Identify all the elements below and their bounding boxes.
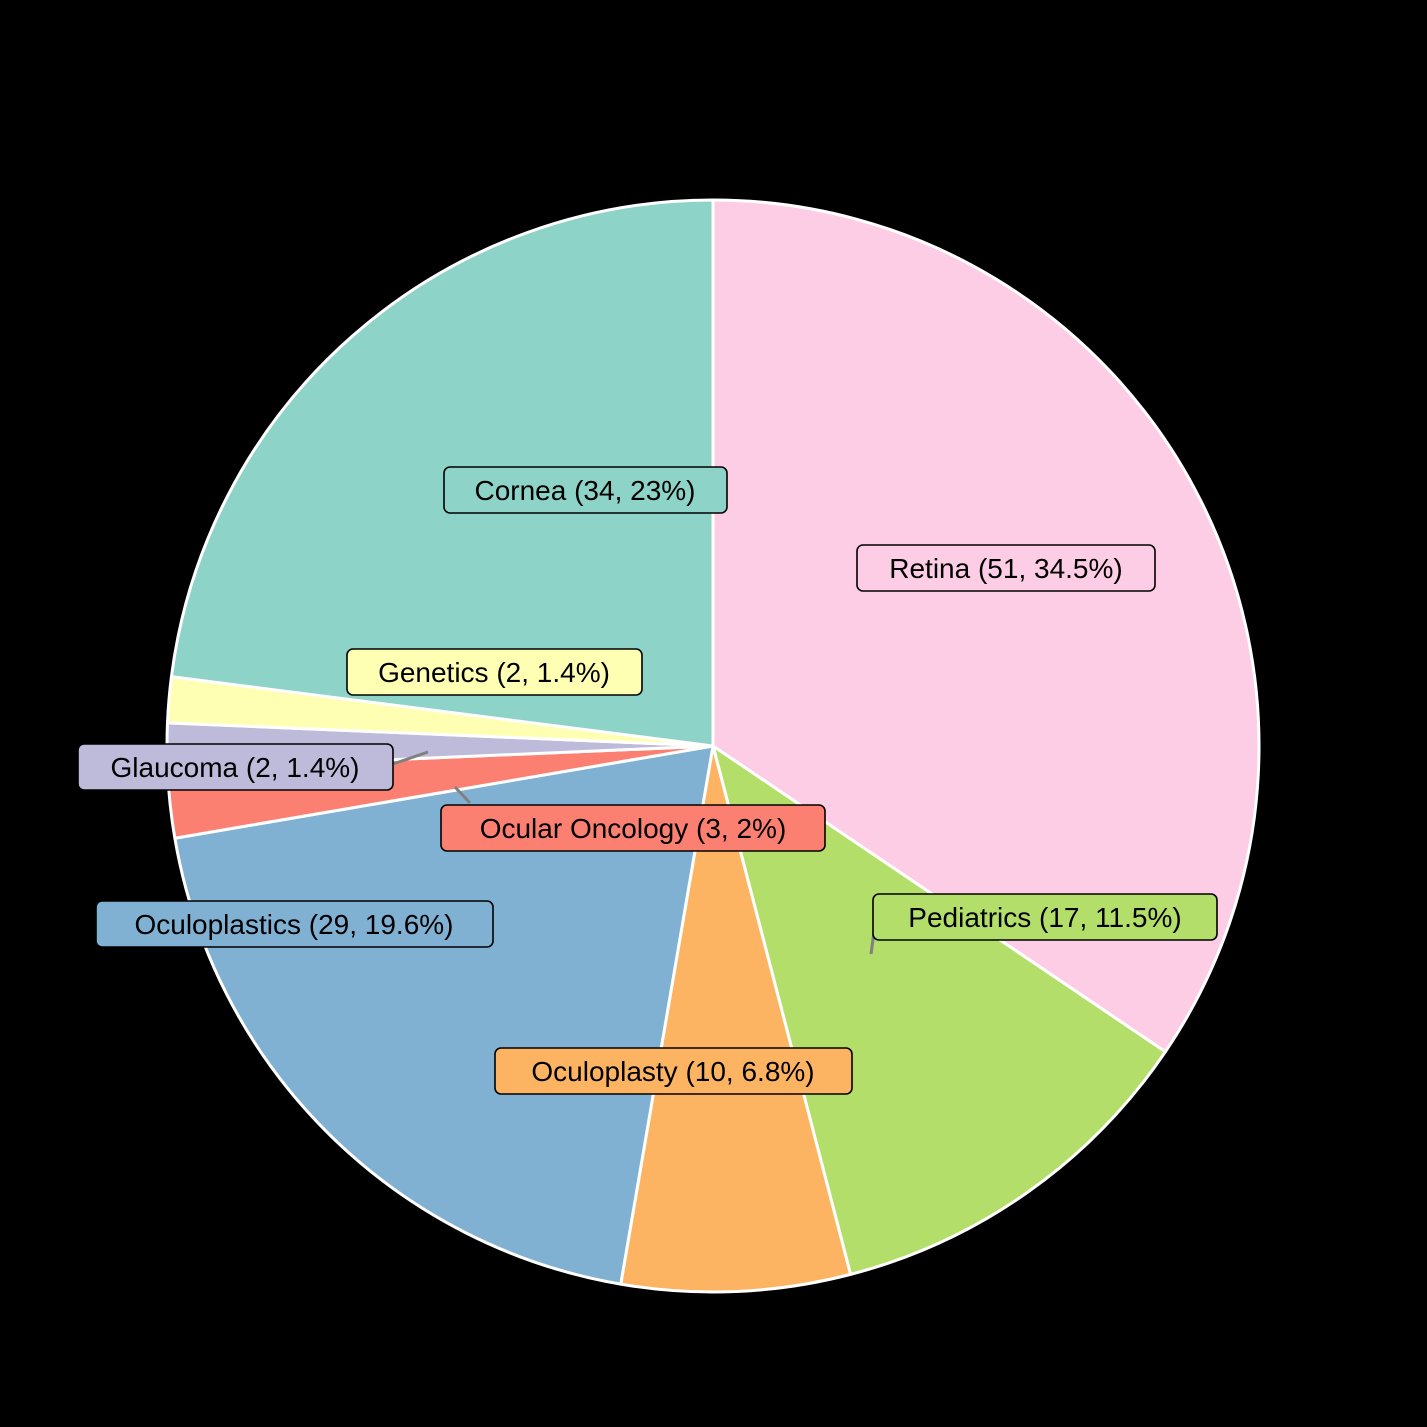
label-box [856, 544, 1156, 592]
slice-label-text: Pediatrics (17, 11.5%) [908, 902, 1181, 933]
label-box [77, 743, 394, 791]
slice-label-pediatrics: Pediatrics (17, 11.5%) [872, 893, 1218, 941]
slice-label-cornea: Cornea (34, 23%) [443, 466, 728, 514]
slice-label-text: Retina (51, 34.5%) [889, 553, 1122, 584]
slice-label-oculoplasty: Oculoplasty (10, 6.8%) [494, 1047, 853, 1095]
pie-slices [165, 198, 1261, 1294]
label-box [872, 893, 1218, 941]
slice-label-retina: Retina (51, 34.5%) [856, 544, 1156, 592]
slice-label-glaucoma: Glaucoma (2, 1.4%) [77, 743, 394, 791]
pie-slice-pediatrics [711, 744, 1167, 1276]
pie-slice-retina [711, 198, 1261, 1054]
leader-line-ocular-oncology [453, 785, 472, 805]
pie-labels: Retina (51, 34.5%) Pediatrics (17, 11.5%… [77, 466, 1218, 1095]
label-box [494, 1047, 853, 1095]
slice-label-text: Cornea (34, 23%) [474, 475, 695, 506]
slice-label-ocular-oncology: Ocular Oncology (3, 2%) [440, 804, 826, 852]
pie-slice-oculoplasty [619, 744, 853, 1294]
slice-label-text: Oculoplasty (10, 6.8%) [531, 1056, 814, 1087]
slice-label-text: Oculoplastics (29, 19.6%) [134, 909, 453, 940]
pie-slice-cornea [169, 198, 715, 748]
slice-label-text: Ocular Oncology (3, 2%) [480, 813, 787, 844]
slice-label-text: Genetics (2, 1.4%) [378, 657, 610, 688]
leader-line-glaucoma [392, 750, 429, 766]
label-box [443, 466, 728, 514]
label-box [440, 804, 826, 852]
label-box [95, 900, 494, 948]
label-box [346, 648, 643, 696]
slice-label-genetics: Genetics (2, 1.4%) [346, 648, 643, 696]
slice-label-oculoplastics: Oculoplastics (29, 19.6%) [95, 900, 494, 948]
slice-label-text: Glaucoma (2, 1.4%) [111, 752, 360, 783]
